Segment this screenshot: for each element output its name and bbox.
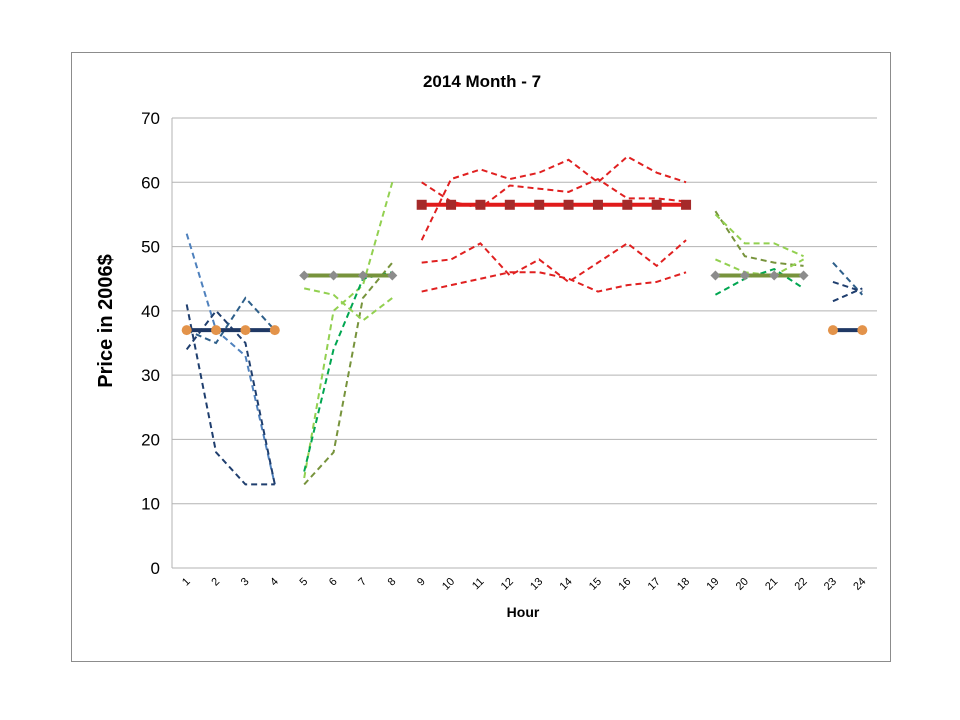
average-marker xyxy=(739,270,750,281)
y-tick-label: 10 xyxy=(141,495,160,514)
dashed-series-7 xyxy=(303,271,393,472)
x-tick-labels: 1 2 3 4 5 6 7 8 9 10 11 12 13 14 15 16 17 18 19 20 21 22 23 24 xyxy=(180,576,868,593)
dashed-series-15 xyxy=(715,258,805,277)
y-tick-label: 20 xyxy=(141,430,160,449)
x-tick-label: 9 xyxy=(415,576,428,589)
average-marker xyxy=(563,199,574,210)
average-marker xyxy=(416,199,427,210)
y-tick-label: 70 xyxy=(141,109,160,128)
average-blocks-group xyxy=(181,199,868,336)
y-axis-label: Price in 2006$ xyxy=(95,254,117,387)
x-tick-label: 24 xyxy=(851,576,868,593)
y-tick-label: 50 xyxy=(141,238,160,257)
x-tick-label: 4 xyxy=(268,576,281,589)
dashed-series-group xyxy=(185,155,864,486)
x-tick-label: 13 xyxy=(528,576,545,593)
average-marker xyxy=(710,270,721,281)
x-axis-label: Hour xyxy=(507,604,540,620)
x-tick-label: 8 xyxy=(386,576,399,589)
x-tick-label: 16 xyxy=(616,576,633,593)
dashed-series-5 xyxy=(303,182,394,479)
average-marker xyxy=(592,199,603,210)
average-marker xyxy=(681,199,692,210)
x-tick-label: 15 xyxy=(587,576,604,593)
y-tick-label: 30 xyxy=(141,366,160,385)
x-tick-label: 23 xyxy=(822,576,839,593)
x-tick-label: 12 xyxy=(499,576,516,593)
x-tick-label: 18 xyxy=(675,576,692,593)
x-tick-label: 17 xyxy=(646,576,663,593)
x-tick-label: 21 xyxy=(763,576,780,593)
dashed-series-1 xyxy=(185,233,276,485)
dashed-series-16 xyxy=(714,267,805,296)
dashed-series-18 xyxy=(832,280,863,293)
dashed-series-4 xyxy=(186,296,276,345)
x-tick-label: 5 xyxy=(297,576,310,589)
chart-title: 2014 Month - 7 xyxy=(423,72,541,91)
average-marker xyxy=(299,270,310,281)
x-tick-label: 2 xyxy=(209,576,222,589)
dashed-series-2 xyxy=(185,304,275,486)
dashed-series-19 xyxy=(832,287,863,303)
x-tick-label: 3 xyxy=(239,576,252,589)
average-marker xyxy=(651,199,662,210)
y-tick-labels: 0 10 20 30 40 50 60 70 xyxy=(141,109,160,578)
average-marker xyxy=(328,270,339,281)
y-tick-label: 40 xyxy=(141,302,160,321)
x-tick-label: 7 xyxy=(356,576,369,589)
average-marker xyxy=(211,325,222,336)
x-tick-label: 11 xyxy=(470,576,487,593)
average-marker xyxy=(622,199,633,210)
x-tick-label: 10 xyxy=(440,576,457,593)
average-marker xyxy=(446,199,457,210)
x-tick-label: 19 xyxy=(704,576,721,593)
average-marker xyxy=(387,270,398,281)
y-tick-label: 0 xyxy=(151,559,160,578)
dashed-series-13 xyxy=(714,210,804,267)
gridlines xyxy=(171,117,877,569)
average-marker xyxy=(269,325,280,336)
x-tick-label: 14 xyxy=(558,576,575,593)
x-tick-label: 1 xyxy=(180,576,193,589)
average-marker xyxy=(240,325,251,336)
chart-frame: 0 10 20 30 40 50 60 70 1 2 3 4 5 6 7 8 9 10 11 12 13 14 15 16 1… xyxy=(71,52,891,662)
average-marker xyxy=(504,199,515,210)
x-tick-label: 20 xyxy=(734,576,751,593)
average-marker xyxy=(827,325,838,336)
dashed-series-12 xyxy=(421,271,687,293)
y-tick-label: 60 xyxy=(141,173,160,192)
x-tick-label: 22 xyxy=(793,576,810,593)
dashed-series-10 xyxy=(420,155,687,241)
average-marker xyxy=(798,270,809,281)
x-tick-label: 6 xyxy=(327,576,340,589)
average-marker xyxy=(857,325,868,336)
dashed-series-17 xyxy=(832,261,864,296)
average-marker xyxy=(534,199,545,210)
dashed-series-14 xyxy=(714,213,804,258)
dashed-series-11 xyxy=(421,239,687,284)
dashed-series-8 xyxy=(303,287,393,322)
average-marker xyxy=(475,199,486,210)
dashed-series-6 xyxy=(303,262,394,486)
average-marker xyxy=(357,270,368,281)
average-marker xyxy=(769,270,780,281)
average-marker xyxy=(181,325,192,336)
